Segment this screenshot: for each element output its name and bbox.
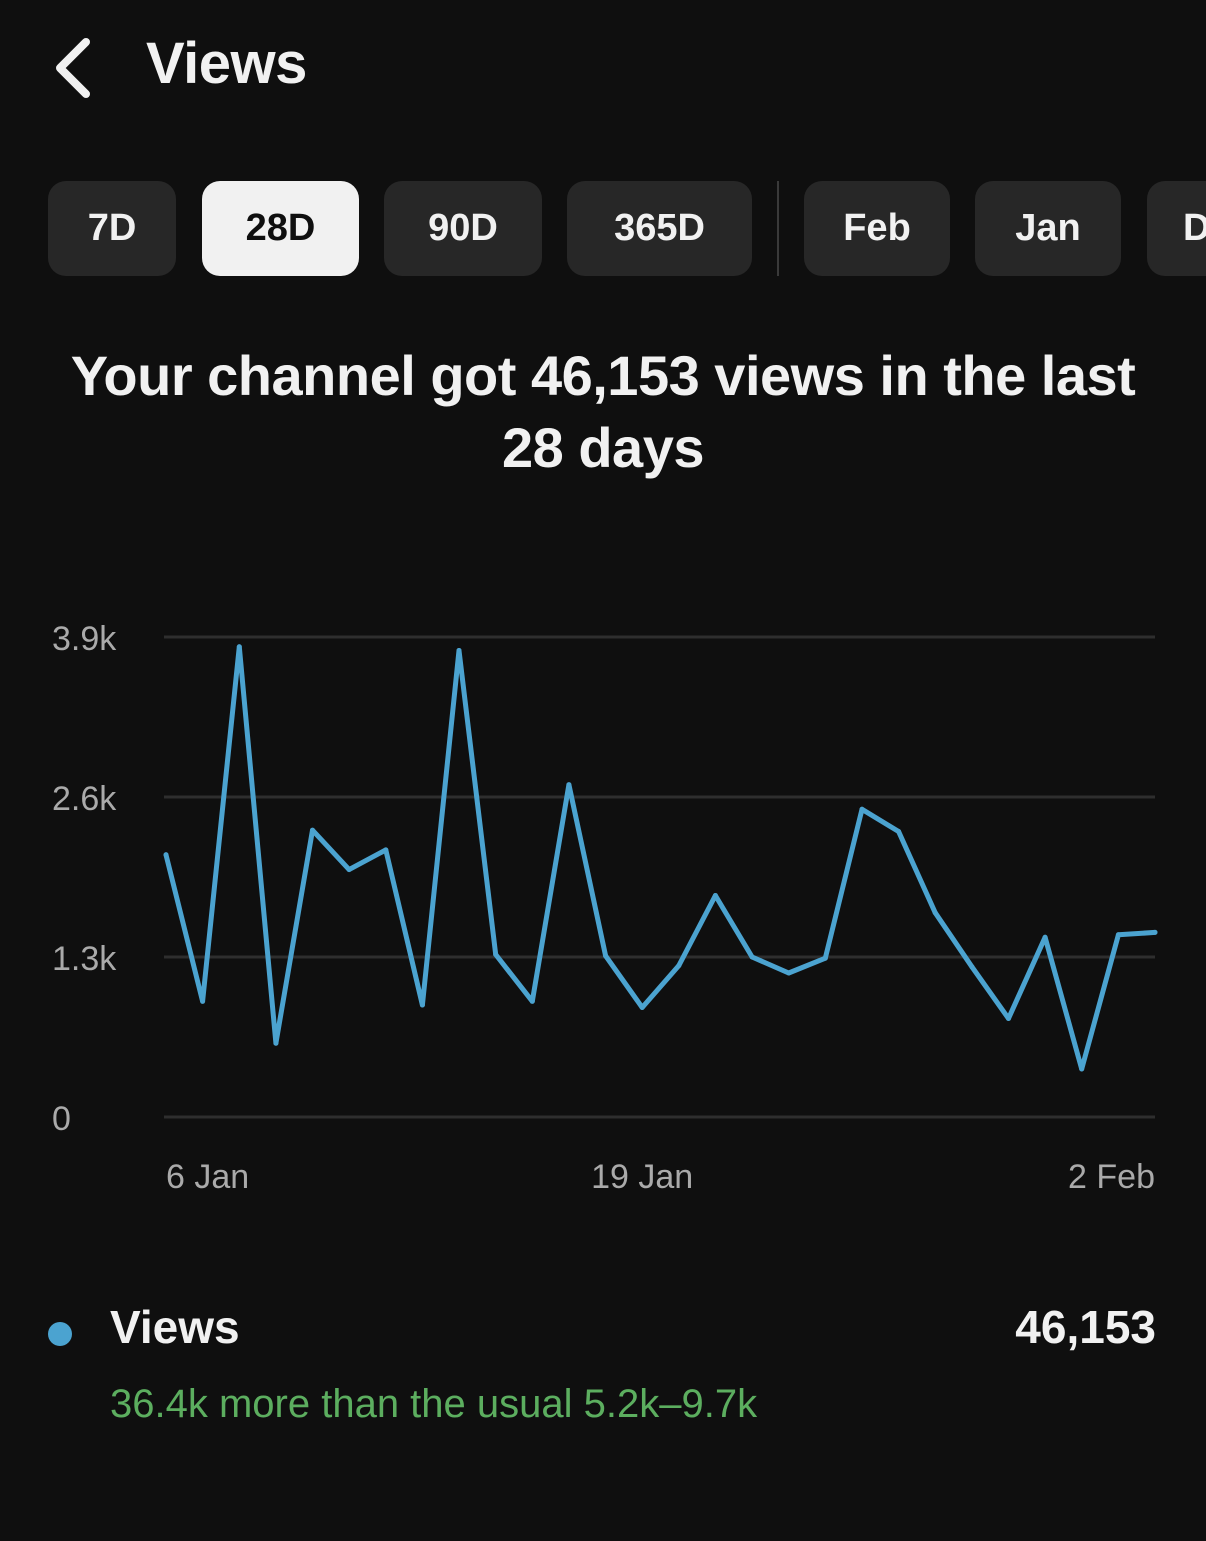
back-button[interactable]: [36, 28, 108, 108]
chip-7d[interactable]: 7D: [48, 181, 176, 276]
data-point: [419, 1002, 425, 1008]
data-point: [236, 644, 242, 650]
chip-jan[interactable]: Jan: [975, 181, 1121, 276]
chip-label: Jan: [1015, 207, 1081, 249]
chip-90d[interactable]: 90D: [384, 181, 542, 276]
data-point: [603, 953, 609, 959]
data-point: [1152, 929, 1158, 935]
data-point: [383, 847, 389, 853]
chip-365d[interactable]: 365D: [567, 181, 752, 276]
top-app-bar: Views: [0, 0, 1206, 140]
data-point: [163, 852, 169, 858]
data-point: [1042, 934, 1048, 940]
y-tick-label: 1.3k: [52, 940, 117, 978]
legend-dot-icon: [48, 1322, 72, 1346]
data-point: [1006, 1016, 1011, 1021]
period-chip-bar: 7D 28D 90D 365D Feb Jan D: [48, 181, 1206, 276]
data-point: [1079, 1066, 1085, 1072]
data-point: [969, 964, 975, 970]
data-point: [566, 782, 572, 788]
y-tick-label: 0: [52, 1100, 71, 1138]
legend-total-value: 46,153: [1015, 1301, 1156, 1353]
chip-label: 365D: [614, 207, 705, 249]
chip-divider: [777, 181, 779, 276]
data-point: [273, 1040, 279, 1046]
data-point: [896, 829, 902, 834]
y-tick-label: 3.9k: [52, 620, 117, 658]
data-point: [1115, 932, 1121, 938]
data-point: [529, 998, 535, 1004]
data-point: [786, 970, 792, 976]
data-point: [859, 806, 865, 812]
x-tick-label: 6 Jan: [166, 1158, 249, 1196]
data-point: [639, 1005, 645, 1010]
chip-label: 7D: [87, 207, 137, 249]
chip-label: Feb: [843, 207, 911, 249]
x-tick-label: 19 Jan: [591, 1158, 693, 1196]
views-chart[interactable]: 0 1.3k 2.6k 3.9k 6 Jan 19 Jan 2 Feb: [0, 600, 1206, 1220]
views-line-chart: 0 1.3k 2.6k 3.9k 6 Jan 19 Jan 2 Feb: [52, 620, 1158, 1196]
data-point: [749, 954, 755, 960]
chip-label: D: [1183, 207, 1206, 249]
legend-comparison-note: 36.4k more than the usual 5.2k–9.7k: [110, 1382, 758, 1426]
x-tick-label: 2 Feb: [1068, 1158, 1155, 1196]
chip-label: 28D: [245, 207, 316, 249]
series-line-views: [163, 644, 1158, 1072]
chevron-left-icon: [56, 38, 90, 98]
y-tick-label: 2.6k: [52, 780, 117, 818]
chip-feb[interactable]: Feb: [804, 181, 950, 276]
data-point: [456, 648, 462, 653]
summary-headline: Your channel got 46,153 views in the las…: [70, 344, 1136, 479]
data-point: [310, 827, 315, 833]
data-point: [346, 867, 352, 873]
chip-label: 90D: [428, 207, 498, 249]
data-point: [932, 910, 938, 916]
data-point: [822, 955, 828, 961]
chip-28d[interactable]: 28D: [202, 181, 359, 276]
data-point: [493, 952, 499, 957]
data-point: [712, 893, 718, 898]
data-point: [676, 963, 682, 969]
chip-dec-partial[interactable]: D: [1147, 181, 1206, 276]
data-point: [200, 998, 206, 1004]
page-title: Views: [146, 31, 307, 96]
legend-series-label: Views: [110, 1301, 240, 1353]
